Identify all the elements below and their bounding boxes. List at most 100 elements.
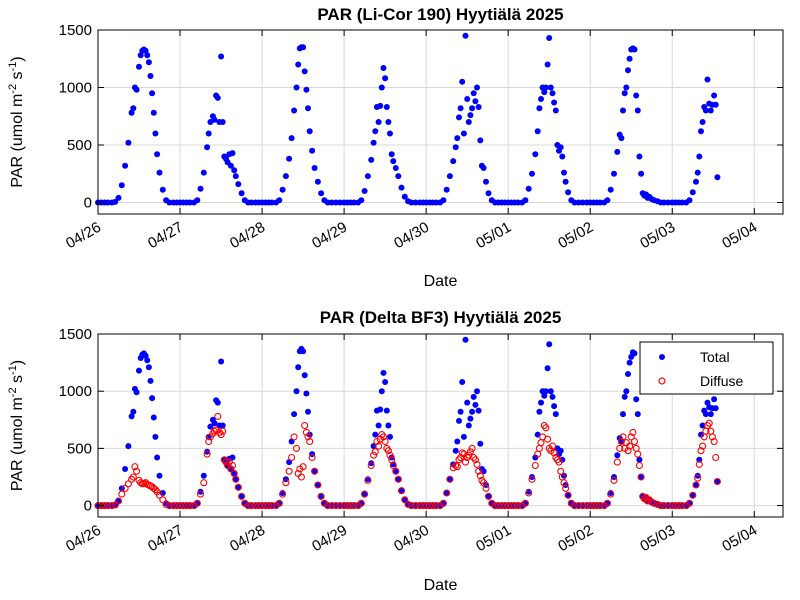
data-point	[179, 502, 187, 510]
data-point	[552, 411, 559, 418]
data-point	[475, 467, 483, 475]
data-point	[551, 99, 558, 106]
x-tick-label: 05/01	[473, 219, 514, 252]
data-point	[347, 502, 355, 510]
data-point	[689, 492, 696, 499]
data-point	[401, 496, 409, 504]
data-point	[275, 499, 283, 507]
data-point	[149, 90, 156, 97]
data-point	[150, 414, 157, 421]
y-axis-label-end: )	[9, 56, 26, 61]
data-point	[183, 502, 191, 510]
data-point	[214, 94, 221, 101]
data-point	[215, 428, 223, 436]
y-tick-label: 1000	[59, 383, 92, 400]
data-point	[694, 474, 702, 482]
data-point	[555, 458, 563, 466]
data-point	[589, 502, 598, 510]
data-point	[686, 500, 693, 507]
data-point	[218, 358, 225, 365]
data-point	[536, 408, 543, 415]
data-point	[498, 502, 506, 510]
data-point	[454, 135, 461, 142]
data-point	[515, 199, 521, 206]
data-point	[159, 186, 166, 193]
data-point	[282, 479, 290, 487]
y-axis-label-main: PAR (umol m	[9, 397, 26, 491]
legend-box	[639, 341, 774, 395]
data-point	[710, 437, 718, 446]
data-point	[350, 502, 358, 510]
data-point	[459, 379, 466, 385]
data-point	[389, 461, 397, 470]
data-point	[412, 199, 419, 206]
data-point	[219, 427, 227, 435]
data-point	[232, 476, 239, 483]
data-point	[638, 474, 645, 480]
data-point	[452, 447, 459, 454]
data-point	[104, 502, 112, 510]
data-point	[385, 119, 392, 125]
data-point	[607, 186, 614, 193]
data-point	[308, 453, 316, 462]
data-point	[133, 467, 141, 475]
data-point	[457, 408, 464, 415]
data-point	[547, 388, 554, 395]
data-point	[290, 433, 298, 441]
data-point	[625, 67, 631, 74]
data-point	[318, 493, 325, 500]
data-point	[561, 169, 567, 176]
data-point	[395, 173, 402, 180]
data-point	[217, 431, 225, 439]
data-point	[222, 458, 230, 466]
data-point	[528, 475, 536, 483]
data-point	[549, 90, 556, 97]
data-point	[227, 162, 234, 169]
data-point	[108, 502, 116, 510]
data-point	[337, 199, 343, 206]
x-tick-label: 05/04	[719, 522, 760, 555]
data-point	[404, 500, 412, 508]
data-point	[671, 502, 680, 510]
data-point	[467, 415, 474, 422]
data-point	[235, 484, 242, 491]
y-axis-label-exponent-2: -1	[7, 62, 19, 72]
data-point	[537, 439, 545, 447]
x-tick-label: 04/29	[309, 522, 350, 555]
data-point	[377, 102, 384, 109]
data-point	[469, 105, 476, 112]
data-point	[385, 422, 392, 429]
data-point	[443, 490, 450, 496]
data-point	[689, 189, 696, 196]
data-point	[248, 199, 255, 206]
data-point	[392, 165, 399, 171]
data-point	[634, 450, 642, 458]
y-tick-label: 1000	[59, 80, 92, 97]
data-point	[675, 502, 683, 510]
data-point	[129, 473, 137, 481]
data-point	[548, 442, 557, 450]
chart-panel-bottom: PAR (Delta BF3) Hyytiälä 2025 0 500 1000 15…	[7, 308, 784, 594]
data-point	[314, 482, 321, 488]
data-point	[613, 458, 621, 466]
data-point	[624, 447, 632, 455]
x-tick-label: 04/29	[309, 219, 350, 252]
data-point	[311, 468, 318, 475]
data-point	[634, 411, 641, 418]
data-point	[625, 371, 631, 377]
data-point	[464, 96, 471, 102]
data-point	[125, 443, 132, 450]
data-point	[542, 388, 549, 395]
data-point	[219, 422, 226, 429]
data-point	[305, 408, 311, 415]
data-point	[159, 496, 167, 504]
data-point	[521, 499, 529, 507]
data-point	[433, 199, 439, 206]
data-point	[702, 107, 709, 114]
data-point	[610, 476, 618, 484]
data-point	[118, 182, 125, 189]
data-point	[631, 350, 638, 357]
data-point	[397, 487, 406, 495]
data-point	[452, 144, 459, 151]
data-point	[142, 352, 149, 359]
